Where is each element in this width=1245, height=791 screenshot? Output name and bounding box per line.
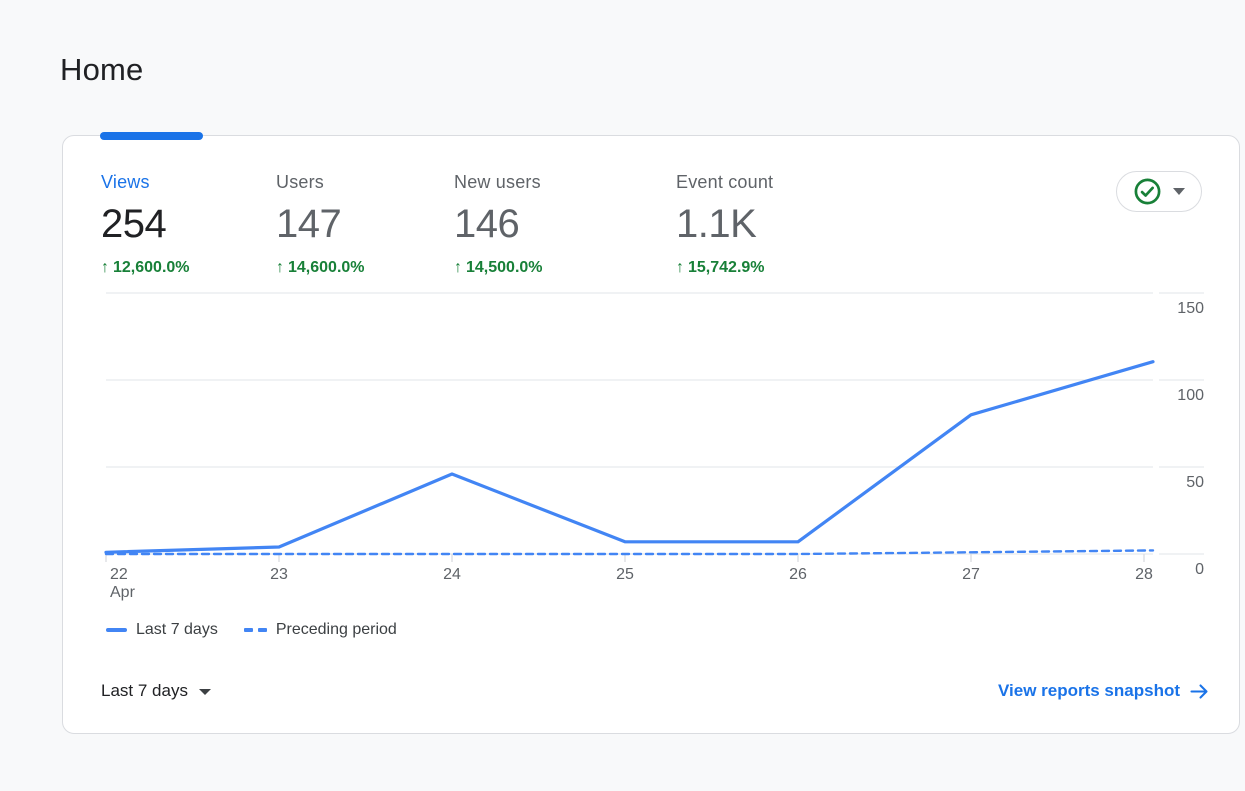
arrow-right-icon: [1190, 683, 1208, 699]
x-axis-tick-label: 27: [962, 566, 980, 583]
metric-label: Views: [101, 172, 150, 192]
x-axis-tick-label: 28: [1135, 566, 1153, 583]
x-axis-tick-label: 22: [110, 566, 128, 583]
arrow-up-icon: ↑: [454, 259, 462, 276]
y-axis-tick-label: 100: [1177, 387, 1204, 404]
view-reports-snapshot-link[interactable]: View reports snapshot: [998, 681, 1209, 701]
chevron-down-icon: [1172, 188, 1185, 195]
metric-label: New users: [454, 172, 541, 192]
chart-legend: Last 7 days Preceding period: [106, 621, 397, 639]
check-circle-icon: [1134, 178, 1160, 205]
metric-delta: ↑ 14,600.0%: [276, 259, 365, 276]
series-last-7-days: [104, 360, 1155, 554]
legend-label: Last 7 days: [136, 621, 218, 638]
metric-delta: ↑ 14,500.0%: [454, 259, 543, 276]
metric-label: Users: [276, 172, 325, 192]
metric-label: Event count: [676, 172, 774, 192]
x-axis-tick-label: 26: [789, 566, 807, 583]
date-range-selector[interactable]: Last 7 days: [101, 681, 211, 701]
date-range-label: Last 7 days: [101, 681, 188, 700]
metric-value: 146: [454, 202, 520, 246]
solid-line-swatch: [106, 628, 127, 632]
x-axis-tick-label: 23: [270, 566, 288, 583]
legend-label: Preceding period: [275, 621, 397, 638]
snapshot-link-label: View reports snapshot: [997, 681, 1180, 700]
legend-item-preceding-period: Preceding period: [243, 621, 397, 639]
metric-delta: ↑ 12,600.0%: [101, 259, 190, 276]
home-overview-card: Views 254 ↑ 12,600.0% Users 147 ↑ 14,600.0…: [62, 132, 1240, 734]
metric-delta: ↑ 15,742.9%: [676, 259, 765, 276]
arrow-up-icon: ↑: [676, 259, 684, 276]
legend-item-last-7-days: Last 7 days: [106, 621, 218, 639]
metric-tab-users[interactable]: Users 147 ↑ 14,600.0%: [276, 172, 365, 277]
metric-tab-views[interactable]: Views 254 ↑ 12,600.0%: [101, 172, 190, 277]
metric-value: 254: [101, 202, 167, 246]
page-title: Home: [60, 52, 144, 87]
metric-tab-event-count[interactable]: Event count 1.1K ↑ 15,742.9%: [676, 172, 773, 277]
active-card-indicator: [100, 132, 203, 140]
arrow-up-icon: ↑: [101, 259, 109, 276]
series-preceding-period: [104, 549, 1155, 556]
y-axis-tick-label: 150: [1177, 300, 1204, 317]
metric-value: 147: [276, 202, 342, 246]
chevron-down-icon: [198, 689, 211, 695]
metric-tab-new-users[interactable]: New users 146 ↑ 14,500.0%: [454, 172, 543, 277]
dashed-line-swatch: [243, 628, 267, 632]
x-axis-tick-label: 25: [616, 566, 634, 583]
x-axis-tick-label: 24: [443, 566, 461, 583]
x-axis-month-label: Apr: [110, 584, 136, 601]
gridlines: 0 50 100 150: [106, 292, 1204, 578]
data-quality-button[interactable]: [1116, 171, 1202, 212]
y-axis-tick-label: 50: [1186, 474, 1204, 491]
metric-value: 1.1K: [676, 202, 757, 246]
arrow-up-icon: ↑: [276, 259, 284, 276]
y-axis-tick-label: 0: [1195, 561, 1204, 578]
